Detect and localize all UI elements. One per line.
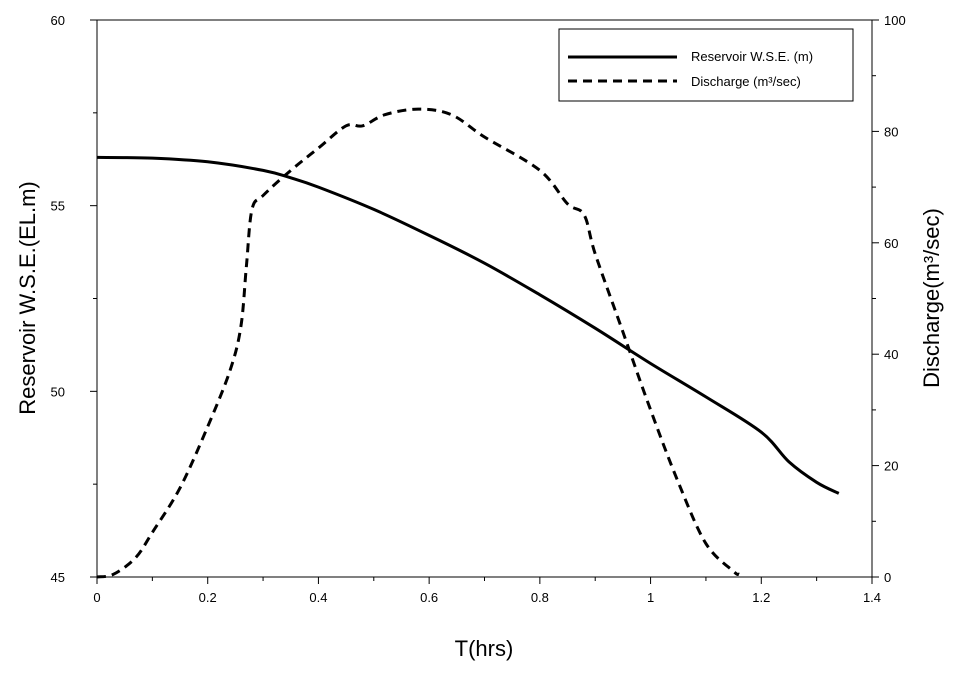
y-left-tick-label: 60 xyxy=(51,13,65,28)
y-left-axis-ticks: 45 50 55 60 xyxy=(51,13,97,585)
y-right-tick-label: 0 xyxy=(884,570,891,585)
x-tick-label: 1.2 xyxy=(752,590,770,605)
x-tick-label: 0.4 xyxy=(309,590,327,605)
x-tick-label: 0.2 xyxy=(199,590,217,605)
x-tick-label: 0 xyxy=(93,590,100,605)
y-right-tick-label: 20 xyxy=(884,459,898,474)
x-tick-label: 0.8 xyxy=(531,590,549,605)
y-right-axis-title: Discharge(m³/sec) xyxy=(919,208,944,388)
discharge-line xyxy=(96,107,741,579)
reservoir-wse-line xyxy=(96,155,840,495)
legend-box xyxy=(558,28,854,102)
y-left-axis-title: Reservoir W.S.E.(EL.m) xyxy=(15,181,40,414)
legend: Reservoir W.S.E. (m) Discharge (m³/sec) xyxy=(558,28,854,102)
y-left-tick-label: 55 xyxy=(51,199,65,214)
legend-label-reservoir: Reservoir W.S.E. (m) xyxy=(691,49,813,64)
series-layer xyxy=(96,107,840,579)
legend-label-discharge: Discharge (m³/sec) xyxy=(691,74,801,89)
y-left-tick-label: 45 xyxy=(51,570,65,585)
y-right-axis-ticks: 0 20 40 60 80 100 xyxy=(872,13,906,585)
y-left-tick-label: 50 xyxy=(51,384,65,399)
y-right-tick-label: 40 xyxy=(884,347,898,362)
x-axis-title: T(hrs) xyxy=(455,636,514,661)
y-right-tick-label: 60 xyxy=(884,236,898,251)
x-tick-label: 0.6 xyxy=(420,590,438,605)
x-axis-ticks: 0 0.2 0.4 0.6 0.8 1 1.2 1.4 xyxy=(93,577,881,605)
y-right-tick-label: 80 xyxy=(884,124,898,139)
y-right-tick-label: 100 xyxy=(884,13,906,28)
x-tick-label: 1 xyxy=(647,590,654,605)
x-tick-label: 1.4 xyxy=(863,590,881,605)
plot-frame xyxy=(96,19,873,578)
